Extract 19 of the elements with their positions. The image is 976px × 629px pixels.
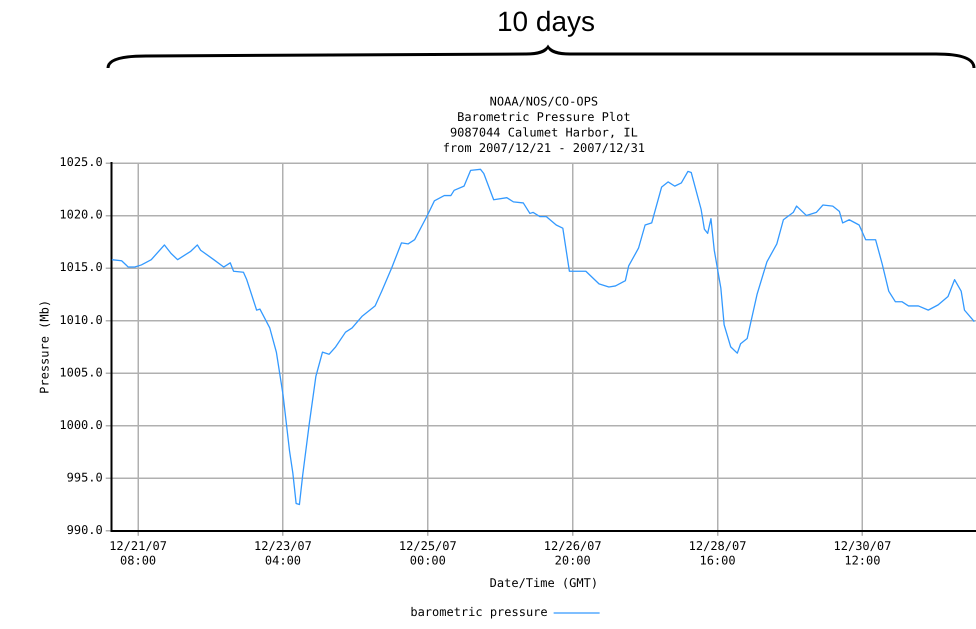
y-tick-label: 1025.0: [59, 155, 103, 170]
x-tick-label: 12/30/07 12:00: [834, 539, 892, 568]
legend-label: barometric pressure: [410, 605, 548, 620]
text: 10 days: [496, 6, 596, 38]
y-tick-label: 1000.0: [59, 418, 103, 432]
y-tick-label: 1020.0: [59, 208, 103, 222]
y-axis-title: Pressure (Mb): [37, 300, 52, 394]
x-tick-label: 12/21/07 08:00: [109, 539, 167, 568]
x-tick-label: 12/28/07 16:00: [688, 539, 746, 568]
x-axis-title: Date/Time (GMT): [490, 576, 598, 590]
y-tick-label: 1005.0: [59, 365, 103, 380]
y-tick-label: 995.0: [66, 470, 103, 484]
y-tick-label: 990.0: [66, 522, 103, 537]
x-tick-label: 12/26/07 20:00: [544, 539, 602, 568]
x-tick-label: 12/25/07 00:00: [398, 539, 457, 568]
x-tick-label: 12/23/07 04:00: [254, 539, 312, 568]
chart-title: NOAA/NOS/CO-OPS Barometric Pressure Plot 9087044 Calumet Harbor, IL from 2007/12/21 - 2007/12/31: [442, 94, 646, 156]
y-tick-label: 1010.0: [59, 312, 103, 327]
y-tick-label: 1015.0: [59, 260, 103, 274]
